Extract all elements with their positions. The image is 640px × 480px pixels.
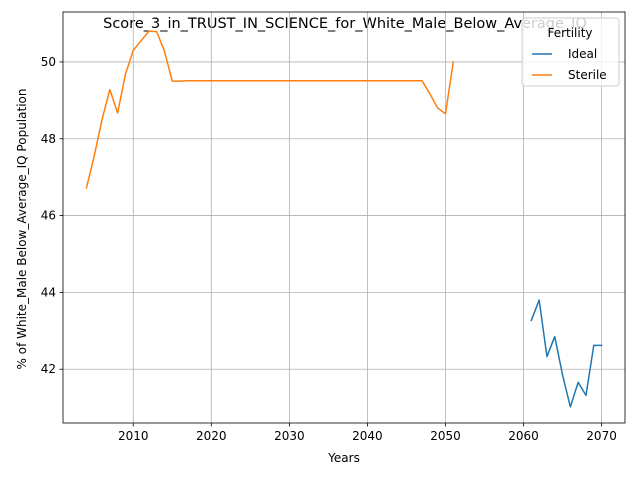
x-tick-label: 2050 <box>430 429 461 443</box>
legend: Fertility Ideal Sterile <box>521 17 620 87</box>
x-axis-ticks: 2010 2020 2030 2040 2050 2060 2070 <box>118 423 617 443</box>
y-tick-label: 42 <box>41 362 56 376</box>
x-tick-label: 2060 <box>508 429 539 443</box>
legend-box <box>521 17 620 87</box>
plot-frame <box>62 11 626 424</box>
x-tick-label: 2070 <box>586 429 617 443</box>
series-lines <box>85 30 603 408</box>
y-tick-label: 48 <box>41 132 56 146</box>
x-tick-label: 2010 <box>118 429 149 443</box>
y-axis-label: % of White_Male Below_Average_IQ Populat… <box>15 89 29 370</box>
series-line-sterile <box>85 30 455 189</box>
y-tick-label: 46 <box>41 209 56 223</box>
y-tick-label: 44 <box>41 285 56 299</box>
y-axis-ticks: 42 44 46 48 50 <box>41 55 63 376</box>
x-tick-label: 2040 <box>352 429 383 443</box>
y-tick-label: 50 <box>41 55 56 69</box>
legend-title: Fertility <box>547 26 592 40</box>
x-tick-label: 2020 <box>196 429 227 443</box>
series-line-ideal <box>530 299 603 408</box>
legend-label-ideal: Ideal <box>568 47 597 61</box>
x-tick-label: 2030 <box>274 429 305 443</box>
legend-label-sterile: Sterile <box>568 68 607 82</box>
x-axis-label: Years <box>327 451 360 465</box>
chart-title: Score_3_in_TRUST_IN_SCIENCE_for_White_Ma… <box>103 16 587 32</box>
